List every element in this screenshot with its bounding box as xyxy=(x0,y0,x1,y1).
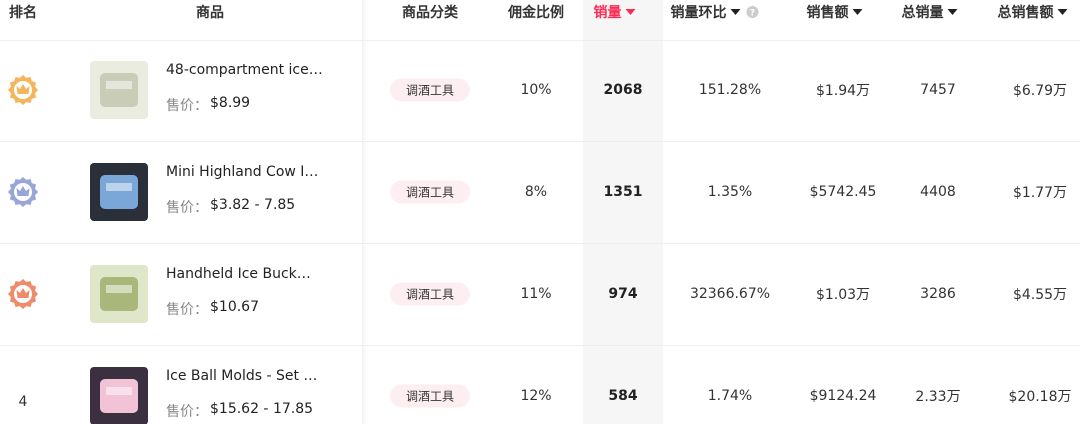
category-tag: 调酒工具 xyxy=(389,78,471,102)
commission: 8% xyxy=(524,184,548,200)
sales: 1351 xyxy=(603,184,643,200)
sort-icon xyxy=(947,9,958,15)
price-label: 售价： xyxy=(166,302,208,318)
column-header: 商品分类 xyxy=(402,5,458,21)
column-header: 排名 xyxy=(9,5,37,21)
sales-change: 1.74% xyxy=(707,388,753,404)
svg-text:?: ? xyxy=(750,9,755,19)
product-name[interactable]: Ice Ball Molds - Set … xyxy=(166,368,318,384)
sorted-column-bg xyxy=(583,0,663,424)
rank-badge xyxy=(8,177,38,207)
total-sales: 4408 xyxy=(920,184,956,200)
column-header: 佣金比例 xyxy=(508,5,564,21)
column-header[interactable]: 销量 xyxy=(594,2,637,42)
revenue: $5742.45 xyxy=(809,184,877,200)
price: $8.99 xyxy=(210,95,251,111)
sales: 2068 xyxy=(603,82,643,98)
category-tag: 调酒工具 xyxy=(389,282,471,306)
price-label: 售价： xyxy=(166,404,208,420)
product-image[interactable] xyxy=(90,265,148,323)
sales: 584 xyxy=(608,388,638,404)
product-name[interactable]: Handheld Ice Buck… xyxy=(166,266,311,282)
revenue: $1.03万 xyxy=(815,287,871,303)
sales-change: 151.28% xyxy=(698,82,762,98)
row-border xyxy=(0,243,1080,244)
revenue: $1.94万 xyxy=(815,83,871,99)
sort-icon xyxy=(625,9,636,15)
sales: 974 xyxy=(608,286,638,302)
header-border xyxy=(0,40,1080,41)
price-label: 售价： xyxy=(166,98,208,114)
commission: 10% xyxy=(520,82,552,98)
product-name[interactable]: 48-compartment ice… xyxy=(166,62,323,78)
product-image[interactable] xyxy=(90,367,148,424)
total-revenue: $6.79万 xyxy=(1012,83,1068,99)
sales-change: 32366.67% xyxy=(689,286,771,302)
row-border xyxy=(0,141,1080,142)
column-header[interactable]: 销量环比? xyxy=(671,2,760,42)
total-sales: 3286 xyxy=(920,286,956,302)
row-border xyxy=(0,345,1080,346)
sales-change: 1.35% xyxy=(707,184,753,200)
price: $10.67 xyxy=(210,299,259,315)
revenue: $9124.24 xyxy=(809,388,877,404)
total-sales: 7457 xyxy=(920,82,956,98)
sort-icon xyxy=(852,9,863,15)
total-revenue: $20.18万 xyxy=(1008,389,1072,405)
total-revenue: $4.55万 xyxy=(1012,287,1068,303)
column-header[interactable]: 总销量 xyxy=(902,2,959,42)
sort-icon xyxy=(1057,9,1068,15)
product-image[interactable] xyxy=(90,61,148,119)
column-header[interactable]: 总销售额 xyxy=(998,2,1069,42)
commission: 12% xyxy=(520,388,552,404)
rank: 4 xyxy=(18,394,28,410)
commission: 11% xyxy=(520,286,552,302)
product-image[interactable] xyxy=(90,163,148,221)
category-tag: 调酒工具 xyxy=(389,384,471,408)
rank-badge xyxy=(8,279,38,309)
sticky-shadow xyxy=(362,0,366,424)
total-sales: 2.33万 xyxy=(915,389,961,405)
column-header[interactable]: 销售额 xyxy=(807,2,864,42)
category-tag: 调酒工具 xyxy=(389,180,471,204)
total-revenue: $1.77万 xyxy=(1012,185,1068,201)
price: $3.82 - 7.85 xyxy=(210,197,296,213)
price: $15.62 - 17.85 xyxy=(210,401,314,417)
sort-icon: ? xyxy=(730,6,759,19)
price-label: 售价： xyxy=(166,200,208,216)
rank-badge xyxy=(8,75,38,105)
product-name[interactable]: Mini Highland Cow I… xyxy=(166,164,319,180)
column-header: 商品 xyxy=(196,5,224,21)
